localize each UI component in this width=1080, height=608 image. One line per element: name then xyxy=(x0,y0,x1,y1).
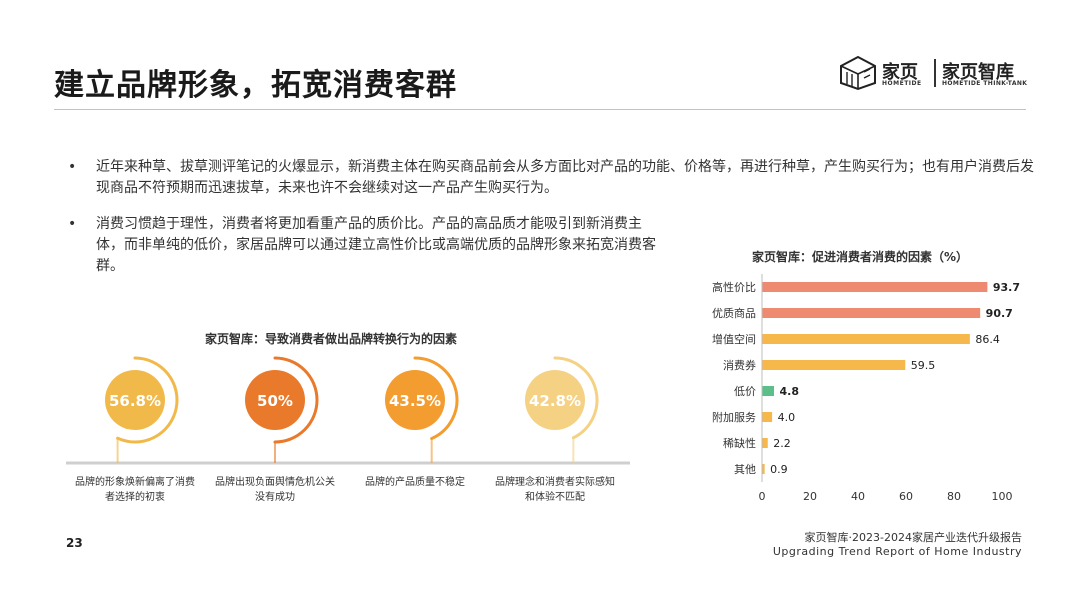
bar-value-label: 93.7 xyxy=(993,281,1020,294)
bullet-item: • 近年来种草、拔草测评笔记的火爆显示，新消费主体在购买商品前会从多方面比对产品… xyxy=(68,157,1036,199)
donut-value-label: 50% xyxy=(257,392,293,410)
bullet-text: 消费习惯趋于理性，消费者将更加看重产品的质价比。产品的高品质才能吸引到新消费主体… xyxy=(96,216,656,274)
donut-category-label: 品牌出现负面舆情危机公关没有成功 xyxy=(215,477,335,503)
donut-category-label: 品牌理念和消费者实际感知和体验不匹配 xyxy=(495,477,615,503)
donut-arc xyxy=(116,356,179,444)
bar xyxy=(762,386,775,396)
donut-value-label: 43.5% xyxy=(389,392,441,410)
x-tick-label: 100 xyxy=(992,490,1013,503)
bar-category-label: 低价 xyxy=(734,385,756,398)
x-tick-label: 20 xyxy=(803,490,817,503)
donut-arc xyxy=(273,356,319,444)
bar-value-label: 59.5 xyxy=(911,359,936,372)
cube-house-logo-icon xyxy=(840,55,876,91)
bar-value-label: 86.4 xyxy=(975,333,1000,346)
donut-circle xyxy=(105,370,165,430)
bar-value-label: 0.9 xyxy=(770,463,788,476)
bar-category-label: 其他 xyxy=(734,463,756,476)
x-tick-label: 40 xyxy=(851,490,865,503)
report-title-cn: 家页智库·2023-2024家居产业迭代升级报告 xyxy=(804,531,1022,544)
bar-value-label: 90.7 xyxy=(986,307,1013,320)
donut-circle xyxy=(385,370,445,430)
donut-arc xyxy=(413,356,459,441)
bar-category-label: 消费券 xyxy=(723,358,756,372)
donut-category-label: 品牌的产品质量不稳定 xyxy=(365,477,465,488)
donut-value-label: 56.8% xyxy=(109,392,161,410)
bar-category-label: 附加服务 xyxy=(712,410,756,424)
bar-value-label: 2.2 xyxy=(773,437,791,450)
bar-category-label: 优质商品 xyxy=(712,306,756,320)
bar xyxy=(762,412,773,422)
bullet-text: 近年来种草、拔草测评笔记的火爆显示，新消费主体在购买商品前会从多方面比对产品的功… xyxy=(96,159,1034,196)
bar xyxy=(762,464,765,474)
bar-category-label: 高性价比 xyxy=(712,280,756,294)
bar xyxy=(762,438,768,448)
x-tick-label: 80 xyxy=(947,490,961,503)
bar xyxy=(762,282,988,292)
donut-value-label: 42.8% xyxy=(529,392,581,410)
title-divider xyxy=(54,109,1026,110)
bullet-dot: • xyxy=(68,159,77,175)
bar xyxy=(762,360,906,370)
brand-sub: HOMETIDE xyxy=(882,80,922,87)
bullet-item: • 消费习惯趋于理性，消费者将更加看重产品的质价比。产品的高品质才能吸引到新消费… xyxy=(68,214,656,277)
chart-title: 家页智库：导致消费者做出品牌转换行为的因素 xyxy=(205,332,458,346)
bar-value-label: 4.8 xyxy=(780,385,800,398)
think-tank-name: 家页智库 xyxy=(942,62,1014,83)
bar xyxy=(762,308,981,318)
page-number: 23 xyxy=(66,536,83,550)
consumption-factors-bar-chart: 高性价比 93.7 优质商品 90.7 增值空间 86.4 消费券 59.5 低价 4.8 附加服务… xyxy=(712,274,1020,503)
report-title-en: Upgrading Trend Report of Home Industry xyxy=(772,545,1022,558)
bar-category-label: 稀缺性 xyxy=(723,436,756,450)
donut-category-label: 品牌的形象焕新偏离了消费者选择的初衷 xyxy=(75,477,195,503)
bar xyxy=(762,334,970,344)
x-tick-label: 0 xyxy=(759,490,766,503)
chart-title: 家页智库：促进消费者消费的因素（%） xyxy=(752,250,969,264)
donut-circle xyxy=(525,370,585,430)
brand-name: 家页 xyxy=(882,62,918,83)
donut-circle xyxy=(245,370,305,430)
bar-value-label: 4.0 xyxy=(778,411,796,424)
logo-separator xyxy=(934,59,936,87)
bullet-dot: • xyxy=(68,216,77,232)
brand-logo: 家页 HOMETIDE 家页智库 HOMETIDE THINK-TANK xyxy=(838,55,1028,91)
think-tank-sub: HOMETIDE THINK-TANK xyxy=(942,80,1028,87)
page-title: 建立品牌形象，拓宽消费客群 xyxy=(54,68,457,103)
bar-category-label: 增值空间 xyxy=(712,332,756,346)
x-tick-label: 60 xyxy=(899,490,913,503)
donut-arc xyxy=(553,356,599,440)
